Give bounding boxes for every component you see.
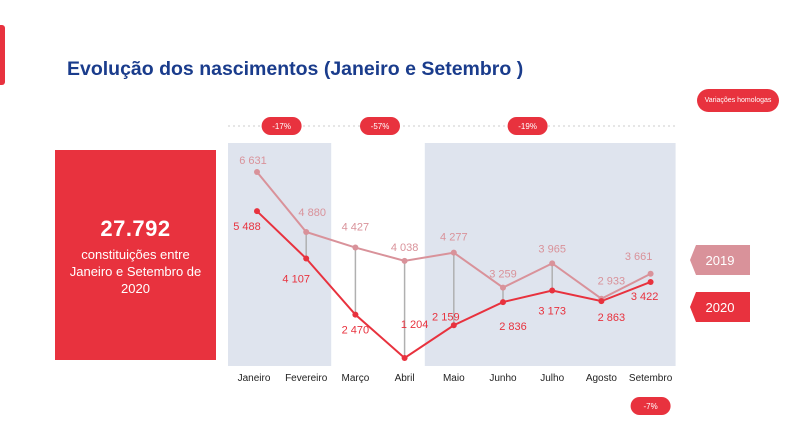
series-2019-point [352, 244, 359, 251]
series-2019-value-label: 3 259 [489, 269, 517, 281]
series-2020-value-label: 2 863 [598, 312, 626, 324]
variation-badge-2 [360, 117, 400, 135]
x-tick-label: Maio [443, 373, 465, 384]
series-2020-point [500, 299, 506, 306]
series-2019-value-label: 2 933 [598, 276, 626, 288]
series-2020-value-label: 4 107 [282, 274, 310, 286]
series-2019-value-label: 6 631 [239, 155, 267, 167]
variation-badge-3 [507, 117, 548, 135]
series-tag-2019: 2019 [690, 245, 750, 275]
left-accent-bar [0, 25, 5, 85]
series-2019-value-label: 4 277 [440, 232, 468, 244]
series-2020-value-label: 2 470 [342, 325, 370, 337]
x-tick-label: Fevereiro [285, 373, 328, 384]
series-2020-value-label: 3 173 [538, 306, 566, 318]
total-stat-description: constituições entre Janeiro e Setembro d… [69, 247, 202, 296]
series-2019-point [401, 257, 408, 264]
x-tick-label: Setembro [629, 373, 673, 384]
x-tick-label: Janeiro [238, 373, 271, 384]
series-2019-point [549, 260, 556, 267]
series-2020-point [254, 208, 260, 215]
variation-badge-4 [630, 397, 671, 415]
series-2020-point [352, 311, 359, 318]
total-stat-value: 27.792 [100, 216, 171, 241]
variation-badge-label-4: -7% [643, 402, 657, 411]
variation-badge-label-2: -57% [371, 122, 390, 131]
series-2019-value-label: 3 661 [625, 251, 653, 263]
series-tag-2020: 2020 [690, 292, 750, 322]
series-2020-value-label: 2 159 [432, 311, 460, 323]
variation-badge-label-1: -17% [272, 122, 291, 131]
series-2019-point [303, 229, 310, 236]
x-tick-label: Junho [489, 373, 517, 384]
variation-badge-1 [261, 117, 302, 135]
series-2019-point [450, 249, 457, 256]
series-2020-point [450, 322, 457, 329]
x-tick-label: Julho [540, 373, 564, 384]
series-2020-point [401, 355, 408, 361]
shaded-period-1 [228, 143, 332, 366]
series-2020-point [598, 298, 605, 305]
shaded-period-2 [424, 143, 676, 366]
total-stat-box: 27.792 constituições entre Janeiro e Set… [55, 150, 216, 360]
series-2020-point [303, 255, 310, 262]
series-2020-point [549, 287, 556, 294]
series-2020-value-label: 3 422 [631, 291, 659, 303]
series-2019-value-label: 4 880 [298, 207, 326, 219]
series-2019-value-label: 4 038 [391, 242, 419, 254]
x-tick-label: Agosto [586, 373, 618, 384]
series-2020-point [647, 278, 654, 285]
series-2020-value-label: 2 836 [499, 321, 527, 333]
series-2020-value-label: 5 488 [233, 221, 261, 233]
series-2020-value-label: 1 204 [401, 319, 429, 331]
variations-legend-badge: Variações homologas [697, 89, 779, 112]
series-2019-point [254, 169, 260, 175]
series-2019-point [647, 270, 654, 277]
series-2019-value-label: 4 427 [342, 222, 370, 234]
series-2019-point [500, 284, 506, 291]
series-2019-value-label: 3 965 [538, 243, 566, 255]
page-title: Evolução dos nascimentos (Janeiro e Sete… [67, 58, 524, 80]
variation-badge-label-3: -19% [518, 122, 537, 131]
x-tick-label: Abril [395, 373, 415, 384]
x-tick-label: Março [342, 373, 370, 384]
